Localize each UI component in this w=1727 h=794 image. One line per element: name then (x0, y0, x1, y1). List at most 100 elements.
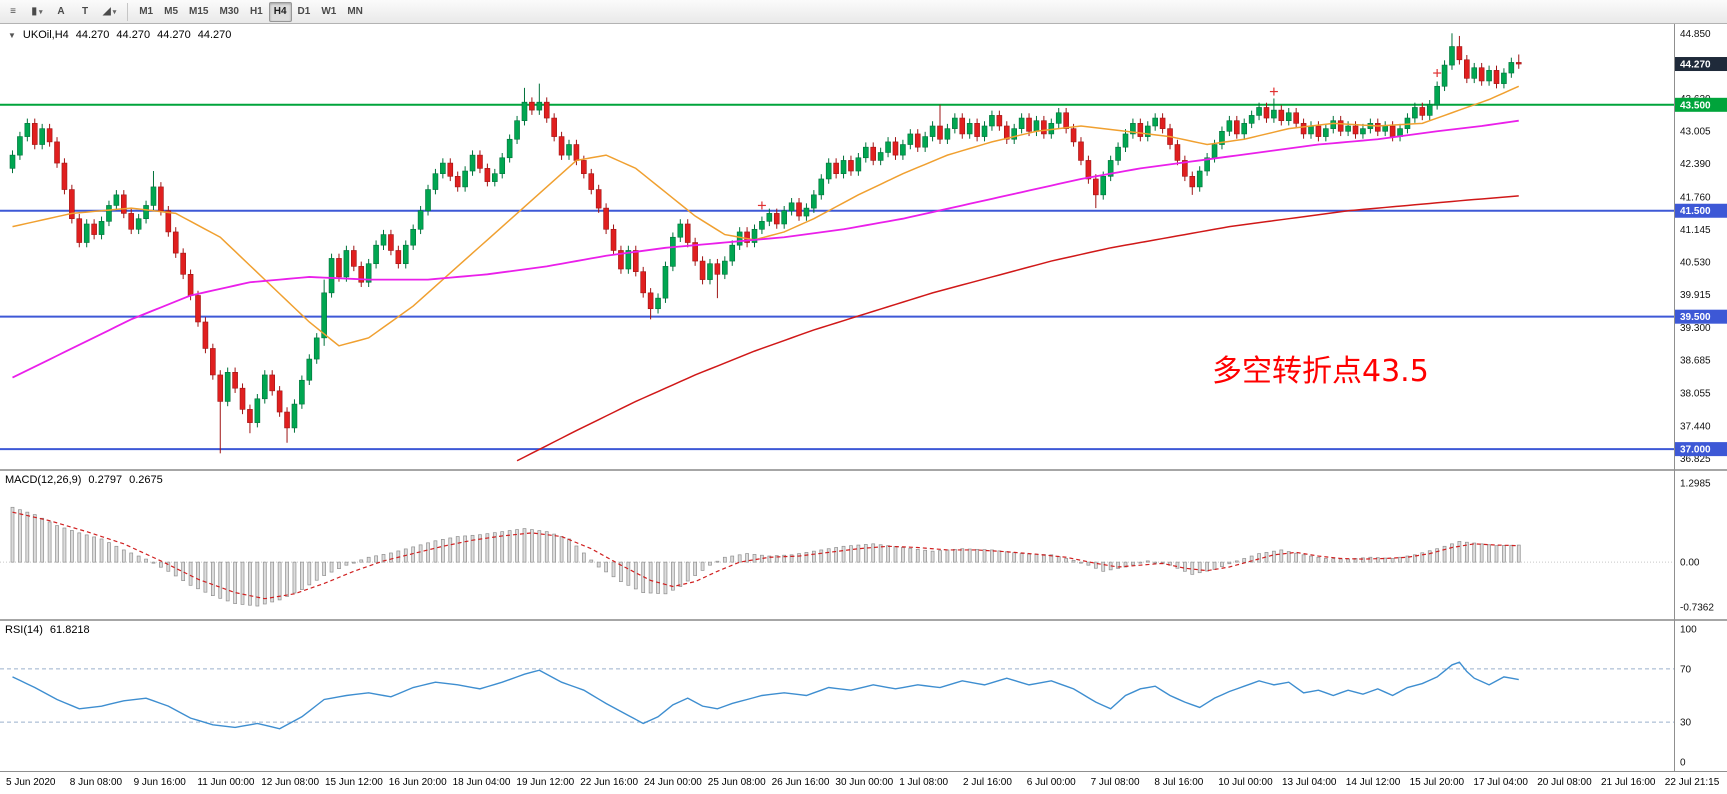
level-badge-43500-text: 43.500 (1680, 100, 1711, 111)
candle (1471, 67, 1478, 79)
candle (351, 250, 357, 267)
macd-panel[interactable]: 1.2985 0.00 -0.7362 (0, 471, 1727, 619)
candle (1300, 123, 1307, 135)
macd-histogram-bar (730, 555, 735, 563)
main-chart-panel[interactable]: 44.85044.23543.62043.00542.39041.76041.1… (0, 24, 1727, 469)
candle (862, 146, 869, 159)
chart-objects-button[interactable]: ▮ ▾ (26, 2, 48, 22)
main-chart-canvas[interactable]: 44.85044.23543.62043.00542.39041.76041.1… (0, 24, 1727, 469)
candle (373, 244, 379, 265)
macd-histogram-bar (292, 561, 297, 594)
timeframe-h1-button[interactable]: H1 (249, 6, 263, 17)
macd-histogram-bar (878, 544, 883, 563)
level-badge-37000 (1675, 442, 1727, 457)
candle (143, 205, 149, 219)
macd-axis-label: -0.7362 (1680, 603, 1714, 614)
candle (61, 162, 68, 190)
price-tick-label: 36.825 (1680, 454, 1711, 465)
candle (1345, 125, 1351, 132)
candle (158, 186, 164, 212)
time-label: 13 Jul 04:00 (1282, 777, 1337, 788)
ohlc-high: 44.270 (116, 29, 151, 41)
time-label: 15 Jul 20:00 (1409, 777, 1465, 788)
time-axis[interactable]: 5 Jun 2020 8 Jun 08:00 9 Jun 16:00 11 Jun 0… (0, 771, 1727, 794)
candle (1085, 160, 1092, 180)
macd-histogram-bar (930, 550, 935, 563)
candle (1003, 125, 1010, 140)
macd-histogram-bar (225, 561, 230, 602)
macd-histogram-bar (1361, 557, 1365, 563)
candle (1226, 120, 1233, 132)
candle (1330, 120, 1337, 129)
candle (811, 194, 817, 209)
shapes-tool-button[interactable]: ◢ ▾ (98, 2, 121, 22)
collapse-icon[interactable]: ▼ (8, 30, 16, 40)
time-label: 2 Jul 16:00 (963, 777, 1012, 788)
time-label: 21 Jul 16:00 (1601, 777, 1656, 788)
macd-histogram-bar (114, 545, 119, 563)
macd-histogram-bar (1220, 561, 1224, 567)
indicator-list-button[interactable]: ≡ (2, 2, 24, 22)
macd-histogram-bar (1004, 551, 1009, 563)
candle (388, 234, 394, 251)
macd-histogram-bar (300, 561, 304, 590)
candle (180, 252, 186, 275)
macd-histogram-bar (210, 561, 215, 597)
macd-histogram-bar (1479, 543, 1484, 563)
macd-histogram-bar (478, 534, 482, 563)
macd-histogram-bar (18, 509, 22, 563)
candle (722, 260, 728, 275)
macd-histogram-bar (1383, 557, 1388, 563)
candle (892, 141, 899, 156)
macd-histogram-bar (789, 554, 794, 563)
rsi-panel[interactable]: 100 70 30 0 (0, 621, 1727, 770)
timeframe-d1-button[interactable]: D1 (297, 6, 311, 17)
rsi-axis-label: 0 (1680, 758, 1686, 769)
candle (662, 266, 669, 299)
macd-histogram-bar (633, 561, 638, 590)
candle (336, 258, 342, 278)
macd-histogram-bar (285, 561, 289, 597)
macd-histogram-bar (1101, 561, 1106, 572)
candle (469, 154, 476, 172)
candle (900, 144, 906, 156)
arrow-tool-button[interactable]: A (50, 2, 72, 22)
text-tool-button[interactable]: T (74, 2, 96, 22)
candle (454, 176, 461, 188)
candle (536, 101, 543, 111)
timeframe-m30-button[interactable]: M30 (219, 6, 239, 17)
macd-histogram-bar (1212, 561, 1217, 570)
chart-title: ▼ UKOil,H4 44.270 44.270 44.270 44.270 (8, 29, 231, 41)
macd-histogram-bar (1405, 555, 1410, 563)
time-label: 12 Jun 08:00 (261, 777, 320, 788)
macd-histogram-bar (1427, 550, 1432, 563)
macd-histogram-bar (10, 506, 15, 563)
macd-histogram-bar (366, 556, 371, 563)
time-label: 5 Jun 2020 (6, 777, 56, 788)
candle (69, 189, 75, 219)
macd-histogram-bar (567, 538, 571, 563)
candle (1026, 117, 1032, 132)
candle (1508, 62, 1515, 74)
macd-histogram-bar (166, 561, 171, 572)
candle (914, 133, 921, 148)
candle (276, 390, 283, 413)
candle (751, 228, 758, 243)
macd-histogram-bar (1019, 553, 1024, 563)
candle (1070, 128, 1077, 143)
macd-canvas[interactable]: 1.2985 0.00 -0.7362 (0, 471, 1727, 619)
panel-separator[interactable] (0, 619, 1727, 621)
candle (1241, 123, 1248, 135)
rsi-canvas[interactable]: 100 70 30 0 (0, 621, 1727, 770)
macd-histogram-bar (952, 548, 957, 563)
panel-separator[interactable] (0, 469, 1727, 471)
timeframe-mn-button[interactable]: MN (347, 6, 363, 17)
timeframe-m1-button[interactable]: M1 (139, 6, 154, 17)
timeframe-m5-button[interactable]: M5 (164, 6, 179, 17)
timeframe-m15-button[interactable]: M15 (189, 6, 209, 17)
timeframe-w1-button[interactable]: W1 (321, 6, 337, 17)
timeframe-h4-button[interactable]: H4 (268, 1, 292, 22)
macd-histogram-bar (433, 540, 438, 563)
candle (1486, 70, 1492, 82)
macd-signal-line (12, 511, 1519, 600)
